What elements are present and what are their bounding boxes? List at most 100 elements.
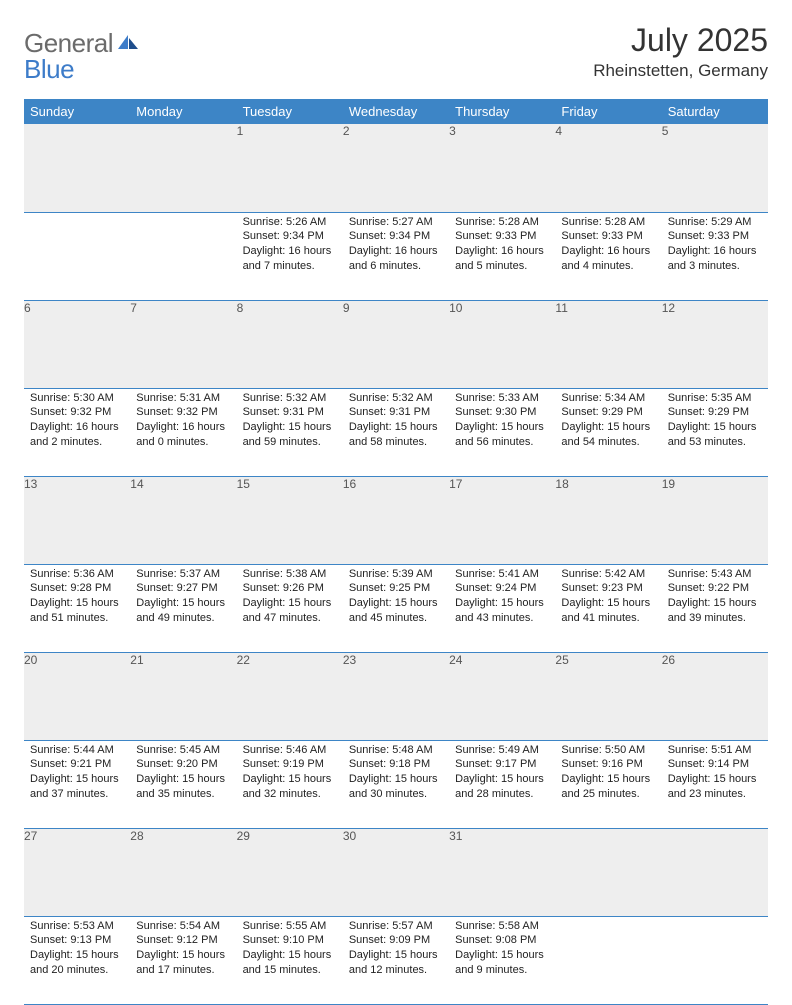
day-number-cell: 13 <box>24 476 130 564</box>
day-cell: Sunrise: 5:35 AM Sunset: 9:29 PM Daylight:… <box>662 388 768 476</box>
location-label: Rheinstetten, Germany <box>593 61 768 81</box>
daylight-line: Daylight: 15 hours and 56 minutes. <box>455 421 544 448</box>
daylight-line: Daylight: 16 hours and 6 minutes. <box>349 245 438 272</box>
day-cell: Sunrise: 5:36 AMSunset: 9:28 PMDaylight:… <box>24 564 130 652</box>
daylight-line: Daylight: 15 hours and 9 minutes. <box>455 949 544 976</box>
daylight-line: Daylight: 15 hours and 45 minutes. <box>349 597 438 624</box>
day-cell-content: Sunrise: 5:36 AMSunset: 9:28 PMDaylight:… <box>24 565 130 630</box>
day-number-cell <box>555 828 661 916</box>
weekday-header: Friday <box>555 99 661 124</box>
week-row: Sunrise: 5:53 AMSunset: 9:13 PMDaylight:… <box>24 916 768 1004</box>
page-header: General July 2025 Rheinstetten, Germany <box>24 22 768 81</box>
sunset-line: Sunset: 9:26 PM <box>243 582 324 594</box>
daylight-line: Daylight: 15 hours and 28 minutes. <box>455 773 544 800</box>
day-cell-content: Sunrise: 5:49 AMSunset: 9:17 PMDaylight:… <box>449 741 555 806</box>
sunset-line: Sunset: 9:09 PM <box>349 934 430 946</box>
sunset-line: Sunset: 9:10 PM <box>243 934 324 946</box>
day-cell-content: Sunrise: 5:29 AMSunset: 9:33 PMDaylight:… <box>662 213 768 278</box>
day-cell-content: Sunrise: 5:51 AMSunset: 9:14 PMDaylight:… <box>662 741 768 806</box>
daylight-line: Daylight: 15 hours and 23 minutes. <box>668 773 757 800</box>
day-cell: Sunrise: 5:26 AMSunset: 9:34 PMDaylight:… <box>237 212 343 300</box>
sunrise-line: Sunrise: 5:30 AM <box>30 392 114 404</box>
daylight-line: Daylight: 15 hours and 32 minutes. <box>243 773 332 800</box>
day-cell-content: Sunrise: 5:57 AMSunset: 9:09 PMDaylight:… <box>343 917 449 982</box>
daylight-line: Daylight: 15 hours and 41 minutes. <box>561 597 650 624</box>
week-row: Sunrise: 5:26 AMSunset: 9:34 PMDaylight:… <box>24 212 768 300</box>
sunrise-line: Sunrise: 5:32 AM <box>243 392 327 404</box>
day-number-cell: 21 <box>130 652 236 740</box>
day-cell-content: Sunrise: 5:34 AMSunset: 9:29 PMDaylight:… <box>555 389 661 454</box>
day-number-cell: 18 <box>555 476 661 564</box>
day-cell-content: Sunrise: 5:31 AMSunset: 9:32 PMDaylight:… <box>130 389 236 454</box>
daylight-line: Daylight: 15 hours and 35 minutes. <box>136 773 225 800</box>
sunrise-line: Sunrise: 5:37 AM <box>136 568 220 580</box>
daylight-line: Daylight: 15 hours and 47 minutes. <box>243 597 332 624</box>
day-cell-content: Sunrise: 5:35 AM Sunset: 9:29 PM Daylight:… <box>662 389 768 454</box>
daylight-line: Daylight: 15 hours and 30 minutes. <box>349 773 438 800</box>
weekday-header: Monday <box>130 99 236 124</box>
day-number-cell: 26 <box>662 652 768 740</box>
daylight-line: Daylight: 15 hours and 37 minutes. <box>30 773 119 800</box>
day-number-cell: 30 <box>343 828 449 916</box>
sunset-line: Sunset: 9:34 PM <box>349 230 430 242</box>
day-cell: Sunrise: 5:45 AMSunset: 9:20 PMDaylight:… <box>130 740 236 828</box>
day-cell: Sunrise: 5:49 AMSunset: 9:17 PMDaylight:… <box>449 740 555 828</box>
day-cell-content: Sunrise: 5:54 AMSunset: 9:12 PMDaylight:… <box>130 917 236 982</box>
daylight-line: Daylight: 16 hours and 7 minutes. <box>243 245 332 272</box>
sunrise-line: Sunrise: 5:41 AM <box>455 568 539 580</box>
daylight-line: Daylight: 15 hours and 53 minutes. <box>668 421 757 448</box>
daylight-line: Daylight: 15 hours and 49 minutes. <box>136 597 225 624</box>
daynum-row: 6789101112 <box>24 300 768 388</box>
day-cell-content: Sunrise: 5:48 AMSunset: 9:18 PMDaylight:… <box>343 741 449 806</box>
day-cell: Sunrise: 5:30 AMSunset: 9:32 PMDaylight:… <box>24 388 130 476</box>
sunset-line: Sunset: 9:29 PM <box>668 406 749 418</box>
day-number-cell: 20 <box>24 652 130 740</box>
day-cell-content: Sunrise: 5:38 AM Sunset: 9:26 PM Daylight:… <box>237 565 343 630</box>
weekday-header: Wednesday <box>343 99 449 124</box>
sunrise-line: Sunrise: 5:34 AM <box>561 392 645 404</box>
sunset-line: Sunset: 9:32 PM <box>30 406 111 418</box>
day-number-cell: 1 <box>237 124 343 212</box>
day-number-cell: 31 <box>449 828 555 916</box>
sunset-line: Sunset: 9:19 PM <box>243 758 324 770</box>
sunset-line: Sunset: 9:12 PM <box>136 934 217 946</box>
sunrise-line: Sunrise: 5:35 AM <box>668 392 752 404</box>
day-cell-content: Sunrise: 5:28 AMSunset: 9:33 PMDaylight:… <box>555 213 661 278</box>
day-number-cell: 25 <box>555 652 661 740</box>
sunset-line: Sunset: 9:08 PM <box>455 934 536 946</box>
day-cell: Sunrise: 5:51 AMSunset: 9:14 PMDaylight:… <box>662 740 768 828</box>
sunrise-line: Sunrise: 5:46 AM <box>243 744 327 756</box>
day-cell: Sunrise: 5:28 AMSunset: 9:33 PMDaylight:… <box>555 212 661 300</box>
daylight-line: Daylight: 15 hours and 17 minutes. <box>136 949 225 976</box>
day-cell: Sunrise: 5:44 AMSunset: 9:21 PMDaylight:… <box>24 740 130 828</box>
day-cell: Sunrise: 5:37 AMSunset: 9:27 PMDaylight:… <box>130 564 236 652</box>
sunset-line: Sunset: 9:22 PM <box>668 582 749 594</box>
day-cell: Sunrise: 5:29 AMSunset: 9:33 PMDaylight:… <box>662 212 768 300</box>
sunset-line: Sunset: 9:23 PM <box>561 582 642 594</box>
daylight-line: Daylight: 15 hours and 51 minutes. <box>30 597 119 624</box>
daylight-line: Daylight: 15 hours and 25 minutes. <box>561 773 650 800</box>
day-number-cell: 4 <box>555 124 661 212</box>
daylight-line: Daylight: 16 hours and 3 minutes. <box>668 245 757 272</box>
daynum-row: 12345 <box>24 124 768 212</box>
sunrise-line: Sunrise: 5:36 AM <box>30 568 114 580</box>
day-cell: Sunrise: 5:28 AMSunset: 9:33 PMDaylight:… <box>449 212 555 300</box>
day-cell-content: Sunrise: 5:44 AMSunset: 9:21 PMDaylight:… <box>24 741 130 806</box>
weekday-header: Saturday <box>662 99 768 124</box>
day-number-cell: 27 <box>24 828 130 916</box>
day-number-cell: 24 <box>449 652 555 740</box>
day-cell-content: Sunrise: 5:28 AMSunset: 9:33 PMDaylight:… <box>449 213 555 278</box>
day-number-cell: 7 <box>130 300 236 388</box>
sunset-line: Sunset: 9:29 PM <box>561 406 642 418</box>
brand-part2: Blue <box>24 54 74 84</box>
day-number-cell: 2 <box>343 124 449 212</box>
sunset-line: Sunset: 9:21 PM <box>30 758 111 770</box>
sunset-line: Sunset: 9:33 PM <box>455 230 536 242</box>
day-number-cell: 19 <box>662 476 768 564</box>
day-cell: Sunrise: 5:55 AMSunset: 9:10 PMDaylight:… <box>237 916 343 1004</box>
sunset-line: Sunset: 9:31 PM <box>243 406 324 418</box>
daylight-line: Daylight: 16 hours and 4 minutes. <box>561 245 650 272</box>
sunrise-line: Sunrise: 5:28 AM <box>561 216 645 228</box>
day-cell: Sunrise: 5:43 AMSunset: 9:22 PMDaylight:… <box>662 564 768 652</box>
sunrise-line: Sunrise: 5:38 AM <box>243 568 327 580</box>
